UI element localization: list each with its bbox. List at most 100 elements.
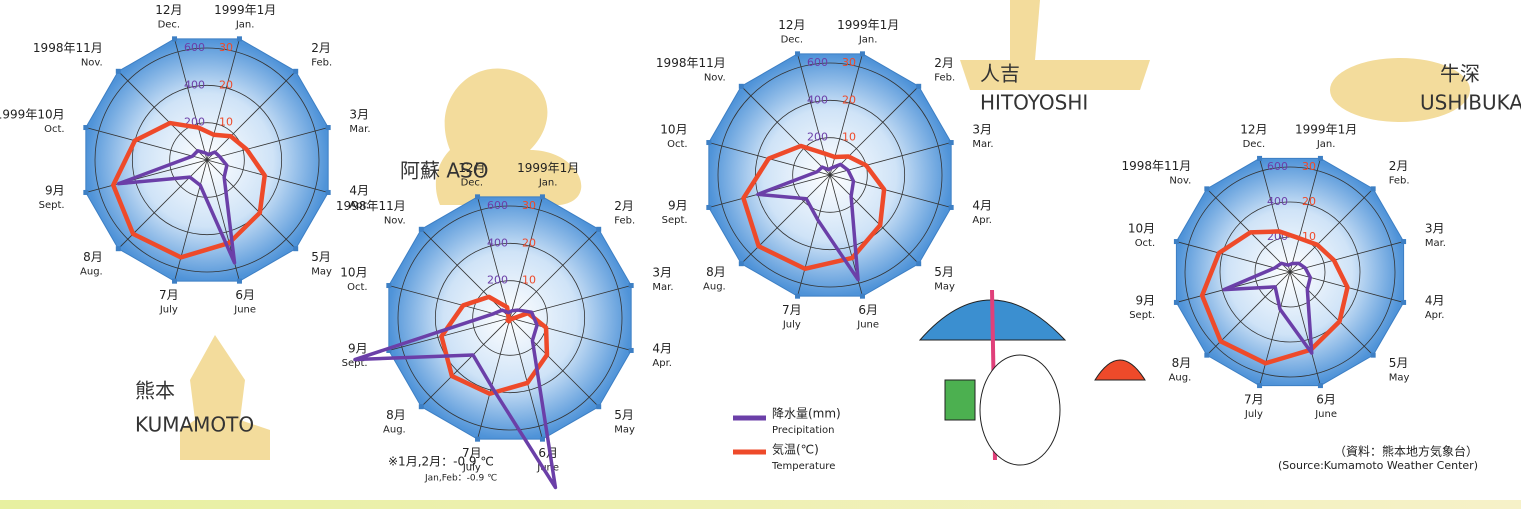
category-label-en: Oct. [667, 139, 687, 150]
category-label-en: Oct. [347, 282, 367, 293]
r2-tick-label: 10 [219, 116, 233, 129]
category-label-en: July [1244, 409, 1263, 420]
spoke [388, 285, 511, 319]
category-label: 9月 [348, 342, 368, 356]
spoke [174, 159, 208, 282]
category-label-en: Aug. [383, 424, 406, 435]
r-tick-label: 400 [807, 93, 828, 106]
category-label-en: Mar. [1425, 238, 1446, 249]
spoke [741, 174, 831, 264]
spoke [797, 174, 831, 297]
grid-ring [754, 99, 906, 251]
category-label-en: Feb. [311, 58, 332, 69]
category-label-en: Nov. [1169, 175, 1191, 186]
note-en: Jan,Feb：-0.9 ℃ [424, 474, 497, 484]
category-label: 1999年1月 [517, 161, 579, 175]
category-label: 6月 [1316, 392, 1336, 406]
spoke [829, 86, 919, 176]
category-label-en: Jan. [1316, 139, 1336, 150]
category-label: 6月 [235, 288, 255, 302]
category-label-en: June [1314, 409, 1337, 420]
category-label-en: Aug. [703, 281, 726, 292]
vertex-dot [1370, 186, 1376, 192]
vertex-dot [1401, 299, 1407, 305]
category-label-en: Feb. [934, 73, 955, 84]
vertex-dot [1401, 239, 1407, 245]
category-label: 8月 [386, 408, 406, 422]
chart-title-en: USHIBUKA [1420, 91, 1521, 115]
category-label: 2月 [934, 56, 954, 70]
category-label-en: Nov. [704, 73, 726, 84]
legend-label: 降水量(mm) [772, 407, 841, 421]
r2-tick-label: 20 [522, 236, 536, 249]
vertex-dot [628, 283, 634, 289]
category-label: 9月 [668, 199, 688, 213]
category-label: 10月 [660, 122, 687, 136]
category-label: 1999年1月 [214, 3, 276, 17]
grid-ring [1219, 201, 1361, 343]
vertex-dot [916, 83, 922, 89]
category-label: 4月 [652, 342, 672, 356]
vertex-dot [1204, 186, 1210, 192]
category-label: 8月 [1172, 356, 1192, 370]
spoke [1289, 158, 1321, 273]
source: （資料：熊本地方気象台） [1334, 444, 1478, 459]
vertex-dot [706, 140, 712, 146]
vertex-dot [293, 246, 299, 252]
vertex-dot [1204, 352, 1210, 358]
vertex-dot [795, 51, 801, 57]
spoke [1259, 158, 1291, 273]
vertex-dot [916, 261, 922, 267]
vertex-dot [738, 83, 744, 89]
grid-ring [94, 47, 320, 273]
r-tick-label: 600 [807, 56, 828, 69]
precipitation-line [116, 149, 237, 265]
chart-title: 牛深 [1440, 62, 1480, 86]
r-tick-label: 400 [184, 78, 205, 91]
chart-title: 阿蘇 ASO [400, 159, 488, 183]
vertex-dot [293, 68, 299, 74]
vertex-dot [859, 51, 865, 57]
category-label-en: May [1389, 373, 1410, 384]
vertex-dot [418, 404, 424, 410]
temperature-line [110, 120, 267, 260]
vertex-dot [948, 204, 954, 210]
category-label: 4月 [1425, 294, 1445, 308]
grid-ring [792, 137, 868, 213]
vertex-dot [539, 194, 545, 200]
category-label-en: Dec. [158, 20, 181, 31]
legend-label: Precipitation [772, 425, 835, 436]
spoke [1206, 188, 1291, 273]
vertex-dot [1370, 352, 1376, 358]
spoke [85, 127, 208, 161]
grid-ring [397, 205, 623, 431]
spoke [829, 142, 952, 176]
category-label-en: Dec. [461, 178, 484, 189]
spoke [509, 196, 543, 319]
spoke [477, 317, 511, 440]
vertex-dot [475, 194, 481, 200]
grid-ring [1184, 166, 1396, 378]
r2-tick-label: 30 [522, 199, 536, 212]
vertex-dot [115, 68, 121, 74]
spoke [1176, 241, 1291, 273]
category-label: 7月 [1244, 392, 1264, 406]
chart-title-en: KUMAMOTO [135, 413, 254, 437]
spoke [1289, 188, 1374, 273]
r2-tick-label: 30 [842, 56, 856, 69]
spoke [118, 71, 208, 161]
vertex-dot [1317, 155, 1323, 161]
category-label-en: Mar. [349, 124, 370, 135]
vertex-dot [596, 404, 602, 410]
spoke [509, 317, 632, 351]
category-label-en: June [856, 319, 879, 330]
spoke [421, 317, 511, 407]
spoke [1289, 241, 1404, 273]
category-label: 3月 [652, 265, 672, 279]
grid-ring [131, 84, 283, 236]
category-label-en: Mar. [652, 282, 673, 293]
category-label-en: July [782, 319, 801, 330]
category-label: 5月 [934, 265, 954, 279]
vertex-dot [795, 293, 801, 299]
